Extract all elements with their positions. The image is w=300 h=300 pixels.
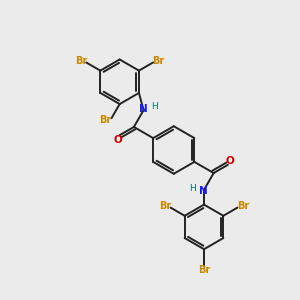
Text: Br: Br [99,115,111,125]
Text: O: O [114,135,122,145]
Text: Br: Br [159,201,171,211]
Text: H: H [189,184,196,193]
Text: Br: Br [152,56,165,66]
Text: O: O [225,156,234,166]
Text: H: H [152,102,158,111]
Text: Br: Br [237,201,249,211]
Text: N: N [139,104,148,114]
Text: Br: Br [198,265,210,275]
Text: N: N [199,186,208,196]
Text: Br: Br [75,56,87,66]
